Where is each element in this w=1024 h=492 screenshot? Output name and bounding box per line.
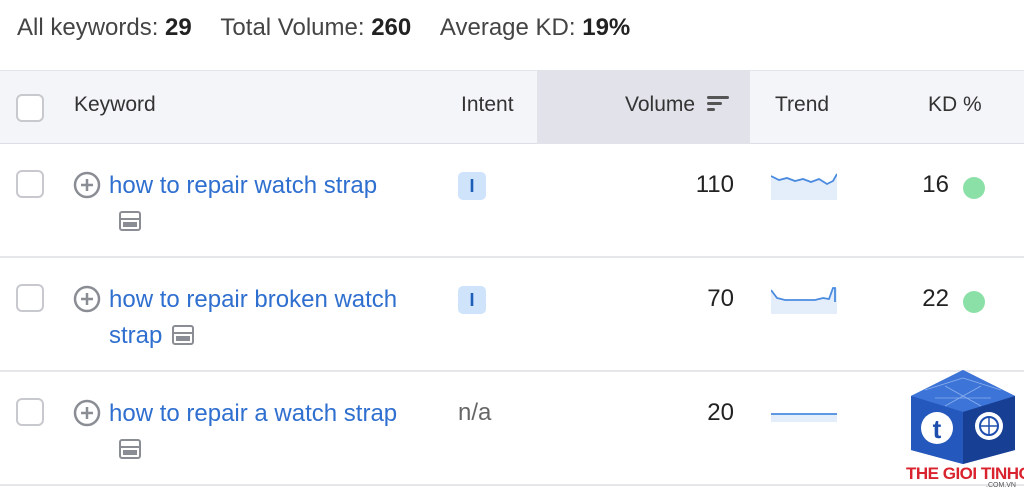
volume-value: 20 xyxy=(707,399,734,426)
average-kd-value: 19% xyxy=(582,14,631,41)
volume-sorted-highlight xyxy=(537,70,750,144)
keywords-table: Keyword Intent Volume Trend KD % how to … xyxy=(0,70,1024,486)
keyword-summary: All keywords: 29 Total Volume: 260 Avera… xyxy=(17,14,652,42)
row-checkbox[interactable] xyxy=(16,398,44,426)
kd-column-header[interactable]: KD % xyxy=(928,93,982,116)
table-row: how to repair a watch strap n/a 20 xyxy=(0,372,1024,486)
trend-sparkline-icon xyxy=(771,287,837,314)
kd-difficulty-dot xyxy=(963,177,985,199)
add-to-list-plus-icon[interactable] xyxy=(73,285,101,313)
add-to-list-plus-icon[interactable] xyxy=(73,171,101,199)
trend-column-header[interactable]: Trend xyxy=(775,93,830,116)
table-row: how to repair broken watch strap I 70 22 xyxy=(0,258,1024,372)
serp-features-icon[interactable] xyxy=(119,210,141,231)
kd-value: 22 xyxy=(922,285,949,312)
select-all-checkbox[interactable] xyxy=(16,94,44,122)
row-checkbox[interactable] xyxy=(16,170,44,198)
all-keywords-count: 29 xyxy=(165,14,192,41)
total-volume-stat: Total Volume: 260 xyxy=(220,14,412,41)
add-to-list-plus-icon[interactable] xyxy=(73,399,101,427)
average-kd-stat: Average KD: 19% xyxy=(439,14,631,41)
trend-sparkline-icon xyxy=(771,173,837,200)
sort-descending-icon[interactable] xyxy=(706,94,729,112)
keyword-link[interactable]: how to repair watch strap xyxy=(109,168,409,240)
serp-features-icon[interactable] xyxy=(119,438,141,459)
total-volume-value: 260 xyxy=(371,14,412,41)
keyword-link[interactable]: how to repair broken watch strap xyxy=(109,286,398,349)
serp-features-icon[interactable] xyxy=(172,324,195,345)
intent-badge: I xyxy=(458,286,486,314)
volume-value: 110 xyxy=(695,171,734,198)
volume-column-header[interactable]: Volume xyxy=(625,93,729,117)
intent-column-header[interactable]: Intent xyxy=(461,93,514,116)
kd-value: 16 xyxy=(922,171,949,198)
thegioitinhoc-logo-icon: t xyxy=(911,370,1015,464)
table-header: Keyword Intent Volume Trend KD % xyxy=(0,70,1024,144)
volume-value: 70 xyxy=(707,285,734,312)
watermark-domain-text: .COM.VN xyxy=(986,482,1016,489)
all-keywords-stat: All keywords: 29 xyxy=(17,14,192,41)
keyword-column-header[interactable]: Keyword xyxy=(74,93,156,116)
table-row: how to repair watch strap I 110 16 xyxy=(0,144,1024,258)
watermark-brand-text: THE GIOI TINHOC xyxy=(906,464,1024,483)
intent-badge: I xyxy=(458,172,486,200)
kd-difficulty-dot xyxy=(963,291,985,313)
keyword-link[interactable]: how to repair a watch strap xyxy=(109,396,409,468)
intent-na-text: n/a xyxy=(458,399,492,426)
trend-sparkline-icon xyxy=(771,413,837,422)
svg-text:t: t xyxy=(933,414,942,444)
row-checkbox[interactable] xyxy=(16,284,44,312)
